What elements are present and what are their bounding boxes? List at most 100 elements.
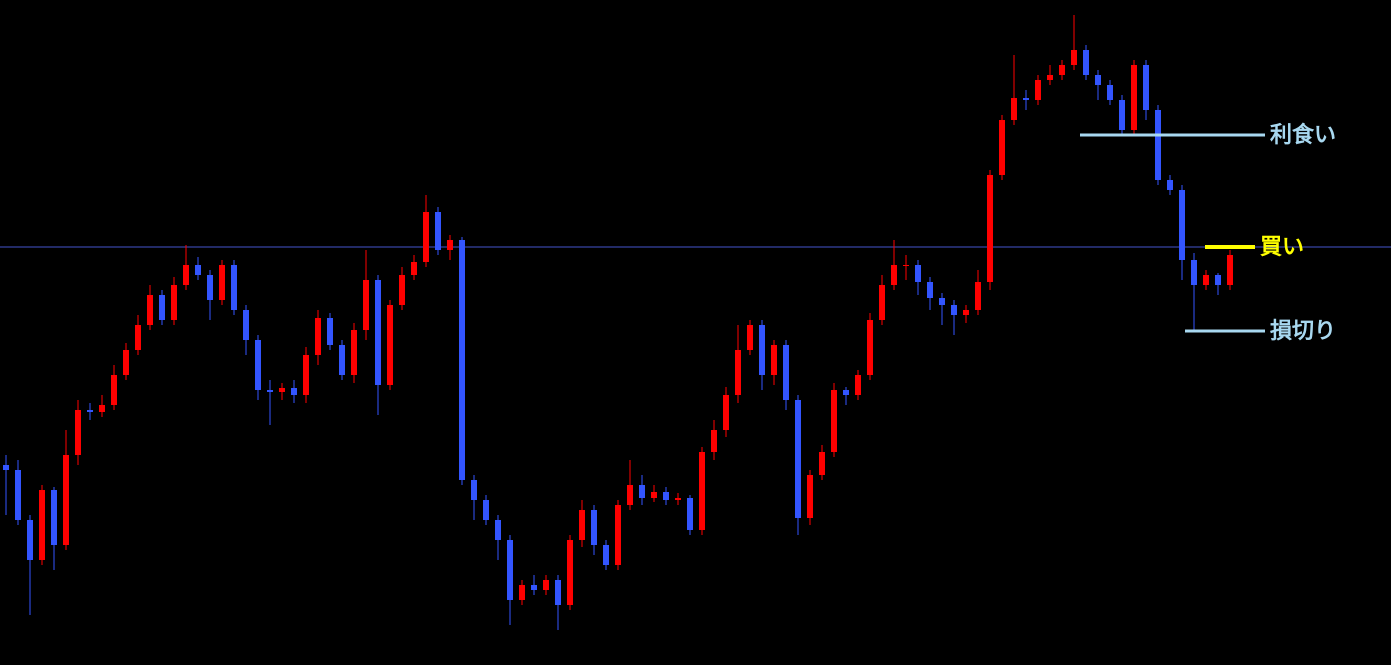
candle-body [387,305,393,385]
candle-body [759,325,765,375]
candle-body [411,262,417,275]
candle-body [591,510,597,545]
candle-body [843,390,849,395]
candle-body [1119,100,1125,130]
candle-body [879,285,885,320]
candle-body [447,240,453,250]
candle-body [159,295,165,320]
candle-body [939,298,945,305]
annotation-label: 買い [1260,235,1304,260]
annotation-label: 利食い [1270,122,1336,148]
candle-body [963,310,969,315]
candle-body [279,388,285,392]
candle-body [999,120,1005,175]
candle-body [399,275,405,305]
candle-body [771,345,777,375]
candle-body [891,265,897,285]
candle-body [267,390,273,392]
candle-body [1035,80,1041,100]
candle-body [99,405,105,412]
candle-body [627,485,633,505]
candle-body [855,375,861,395]
annotation-label: 損切り [1270,319,1336,344]
candle-body [1155,110,1161,180]
candle-body [495,520,501,540]
candle-body [459,240,465,480]
candle-body [123,350,129,375]
candle-body [699,452,705,530]
candle-body [207,275,213,300]
candle-body [1179,190,1185,260]
candle-body [603,545,609,565]
candle-body [675,498,681,500]
candle-body [1059,65,1065,75]
candle-body [975,282,981,310]
candle-body [291,388,297,395]
candle-body [1083,50,1089,75]
candle-body [483,500,489,520]
candle-body [15,470,21,520]
candle-body [375,280,381,385]
candle-body [639,485,645,498]
candle-body [1191,260,1197,285]
candle-body [423,212,429,262]
candle-body [1071,50,1077,65]
candle-body [63,455,69,545]
candle-body [87,410,93,412]
candle-body [39,490,45,560]
candle-body [1215,275,1221,285]
candle-body [783,345,789,400]
candle-body [231,265,237,310]
candle-body [27,520,33,560]
candle-body [183,265,189,285]
candle-body [711,430,717,452]
candle-body [1131,65,1137,130]
candle-body [435,212,441,250]
candle-body [903,265,909,266]
candle-body [171,285,177,320]
candle-body [363,280,369,330]
candle-body [135,325,141,350]
candle-body [339,345,345,375]
candle-body [1143,65,1149,110]
candle-body [519,585,525,600]
candle-body [927,282,933,298]
candle-body [351,330,357,375]
candle-body [327,318,333,345]
candle-body [1167,180,1173,190]
candle-body [807,475,813,518]
candle-body [1227,255,1233,285]
candle-body [75,410,81,455]
candle-body [531,585,537,590]
candle-body [315,318,321,355]
candle-body [51,490,57,545]
candle-body [243,310,249,340]
candle-body [3,465,9,470]
candle-body [579,510,585,540]
candle-body [831,390,837,452]
candle-body [471,480,477,500]
candle-body [951,305,957,315]
candle-body [723,395,729,430]
candle-body [819,452,825,475]
candle-body [747,325,753,350]
candle-body [111,375,117,405]
candle-body [795,400,801,518]
candle-body [543,580,549,590]
candle-body [147,295,153,325]
candle-body [915,265,921,282]
candle-body [219,265,225,300]
candle-body [735,350,741,395]
candle-body [1095,75,1101,85]
candle-body [567,540,573,605]
candle-body [1023,98,1029,100]
candle-body [1011,98,1017,120]
candle-body [555,580,561,605]
candle-body [615,505,621,565]
candle-body [663,492,669,500]
candle-body [1047,75,1053,80]
candle-body [1203,275,1209,285]
candle-body [987,175,993,282]
candle-body [507,540,513,600]
candle-body [303,355,309,395]
